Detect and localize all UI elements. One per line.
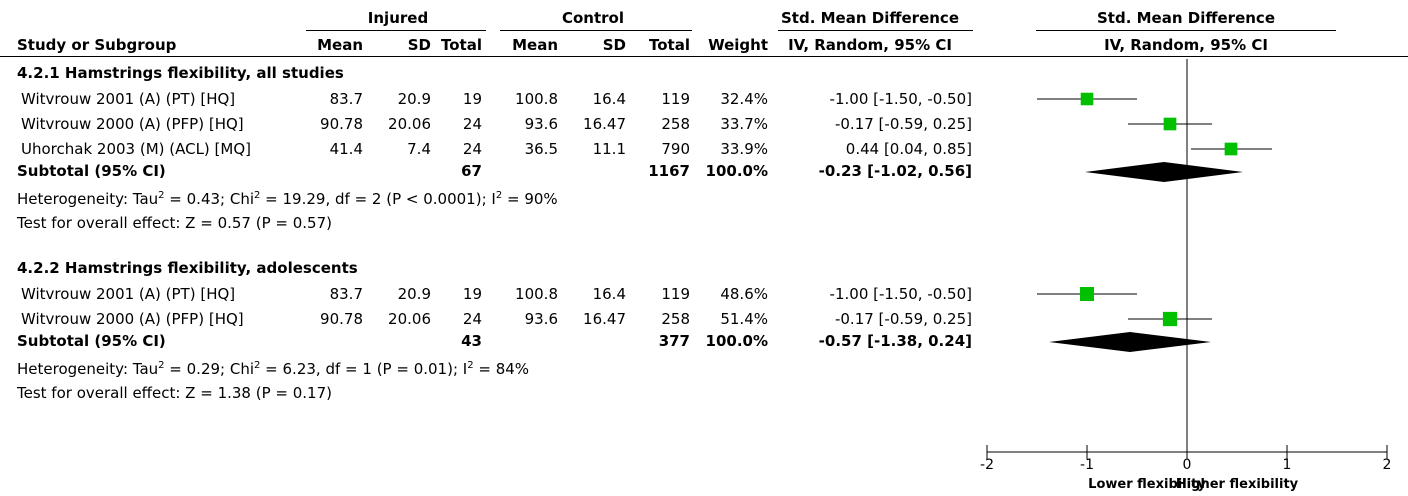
header-bottom-rule <box>0 56 1408 57</box>
study-total2: 258 <box>661 115 690 133</box>
study-mean1: 83.7 <box>329 90 363 108</box>
group2-header: Control <box>561 9 624 27</box>
study-name: Witvrouw 2000 (A) (PFP) [HQ] <box>21 115 244 133</box>
study-mean2: 93.6 <box>524 115 558 133</box>
overall-effect-text: Test for overall effect: Z = 1.38 (P = 0… <box>17 384 332 402</box>
study-mean1: 41.4 <box>329 140 363 158</box>
study-sd2: 11.1 <box>592 140 626 158</box>
study-point <box>1224 142 1238 156</box>
subtotal-label: Subtotal (95% CI) <box>17 332 166 350</box>
heterogeneity-text: Heterogeneity: Tau2 = 0.29; Chi2 = 6.23,… <box>17 360 530 378</box>
subtotal-total1: 67 <box>461 162 482 180</box>
effect-header-subtitle: IV, Random, 95% CI <box>788 36 952 54</box>
subgroup-title: 4.2.1 Hamstrings flexibility, all studie… <box>17 64 344 82</box>
sd1-header: SD <box>407 36 431 54</box>
study-name: Witvrouw 2000 (A) (PFP) [HQ] <box>21 310 244 328</box>
study-weight: 51.4% <box>720 310 768 328</box>
study-ci: -1.00 [-1.50, -0.50] <box>829 285 972 303</box>
study-sd1: 20.06 <box>388 115 431 133</box>
plot-header-subtitle: IV, Random, 95% CI <box>1104 36 1268 54</box>
study-total2: 258 <box>661 310 690 328</box>
study-column-header: Study or Subgroup <box>17 36 177 54</box>
study-name: Witvrouw 2001 (A) (PT) [HQ] <box>21 90 236 108</box>
study-sd2: 16.4 <box>592 285 626 303</box>
study-ci: -0.17 [-0.59, 0.25] <box>834 115 972 133</box>
sd2-header: SD <box>602 36 626 54</box>
study-weight: 48.6% <box>720 285 768 303</box>
study-total1: 19 <box>462 90 482 108</box>
study-sd2: 16.47 <box>583 310 626 328</box>
x-label-left: Lower flexibility <box>1088 477 1206 492</box>
weight-header: Weight <box>708 36 768 54</box>
study-mean2: 36.5 <box>524 140 558 158</box>
group2-underline <box>500 30 692 31</box>
study-ci: 0.44 [0.04, 0.85] <box>845 140 972 158</box>
plot-header-underline <box>1036 30 1336 31</box>
effect-header-title: Std. Mean Difference <box>781 9 959 27</box>
x-tick-label: -1 <box>1080 457 1094 473</box>
study-total1: 19 <box>462 285 482 303</box>
subtotal-total2: 1167 <box>648 162 690 180</box>
study-weight: 33.9% <box>720 140 768 158</box>
study-point <box>1162 311 1178 327</box>
study-mean1: 83.7 <box>329 285 363 303</box>
study-ci: -0.17 [-0.59, 0.25] <box>834 310 972 328</box>
study-total1: 24 <box>462 115 482 133</box>
subtotal-ci: -0.23 [-1.02, 0.56] <box>818 162 972 180</box>
plot-header-title: Std. Mean Difference <box>1097 9 1275 27</box>
forest-table: Injured Control Std. Mean Difference Study … <box>0 9 1408 402</box>
total1-header: Total <box>441 36 482 54</box>
study-total2: 119 <box>661 90 690 108</box>
subtotal-weight: 100.0% <box>705 162 768 180</box>
subtotal-weight: 100.0% <box>705 332 768 350</box>
pooled-diamond <box>1049 332 1211 352</box>
study-total1: 24 <box>462 140 482 158</box>
pooled-diamond <box>1085 162 1243 182</box>
study-name: Uhorchak 2003 (M) (ACL) [MQ] <box>21 140 252 158</box>
study-point <box>1079 286 1095 302</box>
study-mean2: 100.8 <box>515 90 558 108</box>
study-weight: 32.4% <box>720 90 768 108</box>
study-point <box>1080 92 1094 106</box>
subtotal-total2: 377 <box>658 332 690 350</box>
study-sd1: 20.9 <box>397 285 431 303</box>
study-mean1: 90.78 <box>320 310 363 328</box>
study-mean2: 93.6 <box>524 310 558 328</box>
effect-underline <box>778 30 973 31</box>
subtotal-ci: -0.57 [-1.38, 0.24] <box>818 332 972 350</box>
study-total1: 24 <box>462 310 482 328</box>
subtotal-label: Subtotal (95% CI) <box>17 162 166 180</box>
x-label-right: Higher flexibility <box>1176 477 1299 492</box>
study-point <box>1163 117 1177 131</box>
mean2-header: Mean <box>512 36 558 54</box>
subgroup-title: 4.2.2 Hamstrings flexibility, adolescent… <box>17 259 358 277</box>
heterogeneity-text: Heterogeneity: Tau2 = 0.43; Chi2 = 19.29… <box>17 190 558 208</box>
mean1-header: Mean <box>317 36 363 54</box>
x-tick-label: 1 <box>1283 457 1292 473</box>
study-sd1: 20.06 <box>388 310 431 328</box>
study-sd2: 16.4 <box>592 90 626 108</box>
study-total2: 790 <box>661 140 690 158</box>
study-ci: -1.00 [-1.50, -0.50] <box>829 90 972 108</box>
subtotal-total1: 43 <box>461 332 482 350</box>
study-sd1: 7.4 <box>407 140 431 158</box>
x-tick-label: 0 <box>1183 457 1192 473</box>
study-mean2: 100.8 <box>515 285 558 303</box>
x-tick-label: -2 <box>980 457 994 473</box>
study-name: Witvrouw 2001 (A) (PT) [HQ] <box>21 285 236 303</box>
overall-effect-text: Test for overall effect: Z = 0.57 (P = 0… <box>17 214 332 232</box>
group1-header: Injured <box>367 9 429 27</box>
study-sd2: 16.47 <box>583 115 626 133</box>
study-total2: 119 <box>661 285 690 303</box>
study-weight: 33.7% <box>720 115 768 133</box>
total2-header: Total <box>649 36 690 54</box>
study-sd1: 20.9 <box>397 90 431 108</box>
group1-underline <box>306 30 486 31</box>
study-mean1: 90.78 <box>320 115 363 133</box>
x-tick-label: 2 <box>1383 457 1392 473</box>
